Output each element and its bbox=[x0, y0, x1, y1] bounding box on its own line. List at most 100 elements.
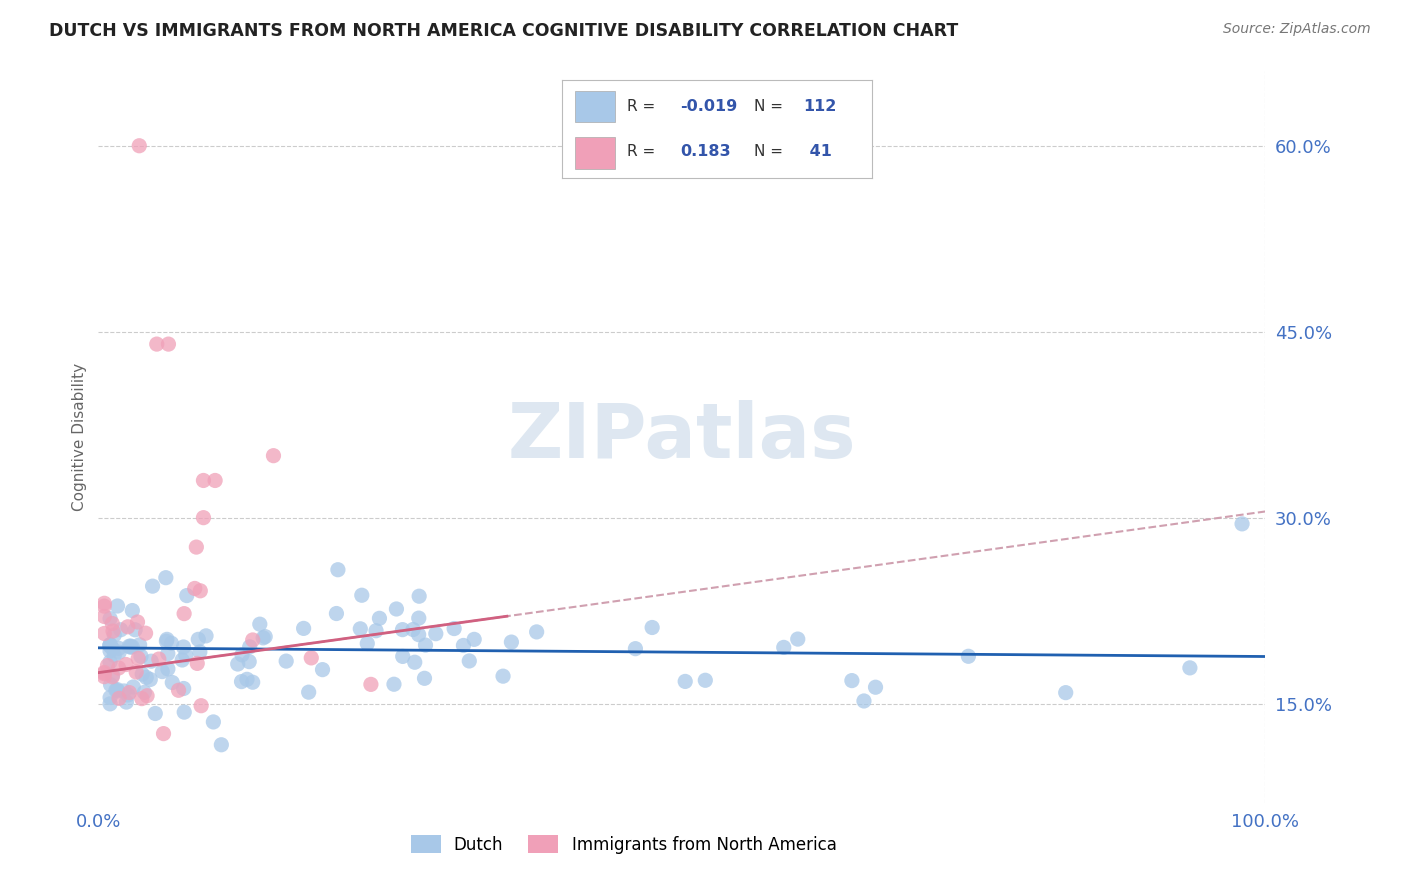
Point bbox=[202, 714, 225, 729]
Point bbox=[103, 628, 125, 642]
Point bbox=[174, 648, 197, 662]
Point bbox=[155, 571, 177, 585]
Point bbox=[193, 510, 215, 524]
Point bbox=[156, 662, 179, 676]
Point bbox=[115, 695, 138, 709]
Point bbox=[360, 677, 382, 691]
Point bbox=[93, 665, 115, 680]
Point bbox=[101, 624, 124, 638]
Point bbox=[195, 629, 218, 643]
Text: R =: R = bbox=[627, 99, 661, 114]
Point bbox=[143, 706, 166, 721]
Point bbox=[350, 588, 373, 602]
Point bbox=[117, 688, 139, 702]
FancyBboxPatch shape bbox=[575, 91, 614, 122]
Text: N =: N = bbox=[754, 145, 787, 160]
Point bbox=[249, 617, 271, 632]
Point bbox=[136, 689, 159, 703]
Text: -0.019: -0.019 bbox=[681, 99, 737, 114]
Point bbox=[368, 611, 391, 625]
Point bbox=[125, 665, 148, 679]
Point bbox=[415, 638, 437, 652]
Legend: Dutch, Immigrants from North America: Dutch, Immigrants from North America bbox=[404, 829, 844, 860]
Point bbox=[231, 648, 253, 662]
Point bbox=[391, 623, 413, 637]
Point bbox=[98, 638, 121, 652]
Point bbox=[242, 632, 264, 647]
Point bbox=[93, 626, 115, 640]
Point bbox=[1054, 686, 1077, 700]
Point bbox=[641, 620, 664, 634]
FancyBboxPatch shape bbox=[575, 137, 614, 169]
Point bbox=[112, 684, 135, 698]
Point bbox=[391, 649, 413, 664]
Point bbox=[98, 655, 121, 669]
Point bbox=[356, 636, 378, 650]
Point bbox=[385, 602, 408, 616]
Point bbox=[292, 621, 315, 635]
Point bbox=[131, 667, 153, 681]
Point bbox=[408, 589, 430, 603]
Point bbox=[463, 632, 485, 647]
Point bbox=[173, 705, 195, 719]
Point bbox=[786, 632, 808, 646]
Point bbox=[209, 738, 232, 752]
Point bbox=[453, 639, 475, 653]
Point bbox=[100, 678, 122, 692]
Point bbox=[193, 474, 215, 488]
Point bbox=[443, 622, 465, 636]
Point bbox=[172, 653, 194, 667]
Point bbox=[101, 616, 124, 631]
Point bbox=[127, 651, 149, 665]
Point bbox=[121, 640, 143, 654]
Point bbox=[1230, 516, 1253, 531]
Point bbox=[157, 337, 180, 351]
Point bbox=[162, 675, 184, 690]
Point bbox=[128, 638, 150, 652]
Point bbox=[156, 647, 179, 661]
Point bbox=[173, 607, 195, 621]
Point bbox=[93, 666, 115, 681]
Point bbox=[311, 663, 333, 677]
Point bbox=[408, 627, 430, 641]
Point bbox=[98, 612, 121, 626]
Point bbox=[492, 669, 515, 683]
Point bbox=[141, 654, 163, 668]
Point bbox=[93, 596, 115, 610]
Point bbox=[142, 579, 165, 593]
Point bbox=[183, 582, 205, 596]
Point bbox=[172, 640, 194, 654]
Point bbox=[173, 681, 195, 696]
Point bbox=[118, 685, 141, 699]
Point bbox=[252, 631, 274, 645]
Point bbox=[101, 668, 124, 682]
Point bbox=[124, 623, 146, 637]
Point bbox=[98, 690, 121, 705]
Point bbox=[458, 654, 481, 668]
Point bbox=[134, 685, 156, 699]
Point bbox=[673, 674, 696, 689]
Point bbox=[226, 657, 249, 671]
Point bbox=[413, 671, 436, 685]
Point bbox=[772, 640, 794, 655]
Point bbox=[118, 640, 141, 654]
Point bbox=[404, 655, 426, 669]
Point bbox=[298, 685, 321, 699]
Point bbox=[131, 691, 153, 706]
Point bbox=[107, 641, 129, 656]
Point bbox=[238, 655, 260, 669]
Point bbox=[93, 599, 115, 614]
Point bbox=[155, 634, 177, 648]
Text: Source: ZipAtlas.com: Source: ZipAtlas.com bbox=[1223, 22, 1371, 37]
Point bbox=[865, 680, 887, 694]
Point bbox=[93, 670, 115, 684]
Point bbox=[188, 645, 211, 659]
Text: R =: R = bbox=[627, 145, 661, 160]
Point bbox=[624, 641, 647, 656]
Point bbox=[242, 675, 264, 690]
Point bbox=[146, 337, 169, 351]
Point bbox=[176, 589, 198, 603]
Point bbox=[204, 474, 226, 488]
Point bbox=[239, 640, 262, 654]
Point bbox=[957, 649, 980, 664]
